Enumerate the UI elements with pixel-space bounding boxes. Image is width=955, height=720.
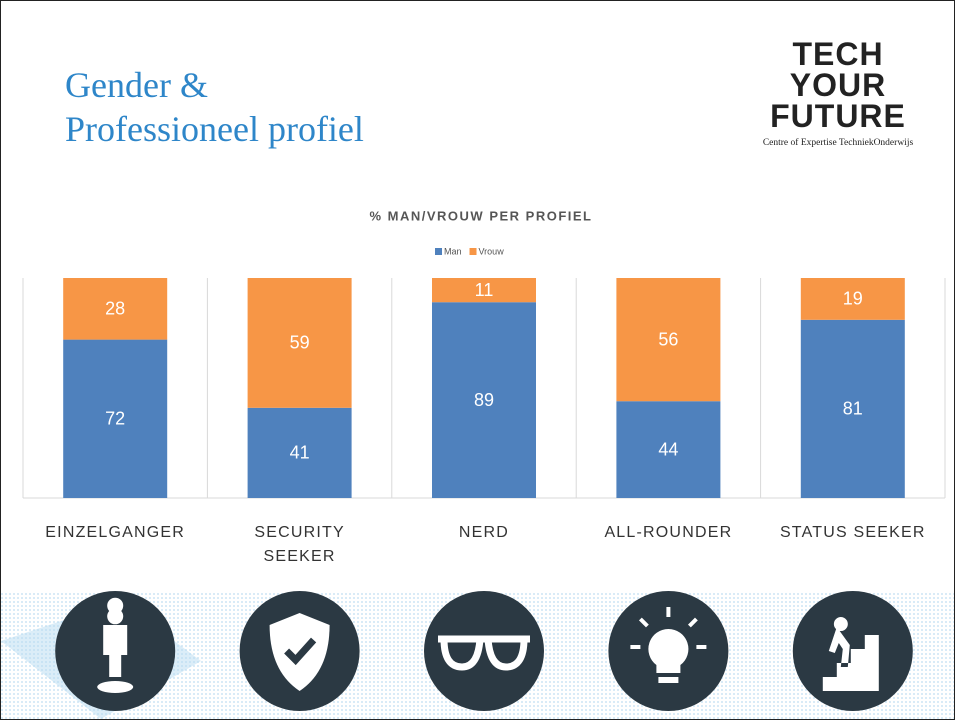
icon-glyph (822, 617, 879, 691)
icon (424, 591, 544, 711)
bar-segment (800, 278, 905, 320)
bar-segment (800, 319, 905, 498)
bar-segment (432, 278, 536, 303)
bar-segment (247, 278, 352, 408)
data-label: 11 (475, 280, 494, 300)
logo-line: FUTURE (770, 98, 906, 134)
bar-segment (63, 278, 168, 340)
category-label: ALL-ROUNDER (604, 524, 733, 541)
logo-tagline: Centre of Expertise TechniekOnderwijs (762, 138, 914, 148)
bar-segment (616, 278, 721, 402)
icon-glyph (648, 629, 689, 683)
data-label: 41 (290, 443, 310, 463)
title-line: Professioneel profiel (65, 109, 364, 149)
legend-swatch (469, 248, 477, 255)
data-label: 28 (105, 299, 125, 319)
title-line: Gender & (65, 65, 208, 105)
category-label: NERD (458, 524, 510, 541)
logo-line: YOUR (789, 67, 887, 103)
icon-glyph (284, 637, 317, 666)
icon-glyph (97, 597, 134, 693)
legend-label: Vrouw (479, 246, 505, 256)
legend-label: Man (444, 246, 462, 256)
slide-title: Gender & Professioneel profiel (65, 63, 364, 151)
category-label: EINZELGANGER (45, 524, 186, 541)
data-label: 81 (843, 399, 863, 419)
data-label: 44 (658, 439, 678, 459)
logo-line: TECH (792, 36, 884, 72)
bar-segment (247, 407, 352, 498)
logo: TECH YOUR FUTURE Centre of Expertise Tec… (743, 36, 933, 148)
bar-segment (616, 401, 721, 498)
icon-glyph (438, 635, 530, 671)
legend-swatch (435, 248, 442, 255)
data-label: 72 (105, 409, 125, 429)
data-label: 59 (290, 333, 310, 353)
chart-title: % MAN/VROUW PER PROFIEL (369, 208, 592, 223)
data-label: 19 (843, 289, 863, 309)
bar-segment (63, 339, 168, 498)
data-label: 56 (658, 329, 678, 349)
data-label: 89 (474, 390, 494, 410)
category-label: STATUS SEEKER (779, 524, 926, 541)
category-label: SECURITY SEEKER (254, 524, 345, 565)
bar-segment (432, 302, 536, 498)
icon-glyph (630, 607, 707, 649)
